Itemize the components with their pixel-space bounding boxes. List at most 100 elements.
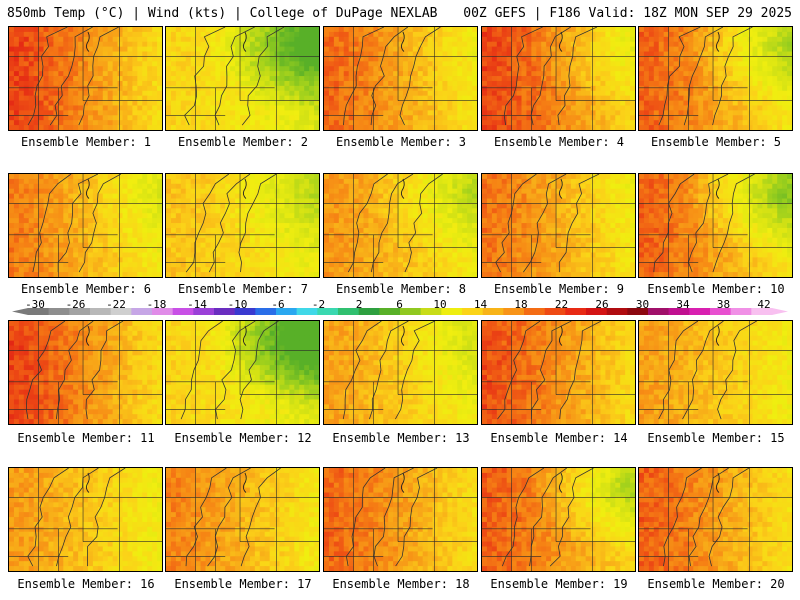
- isotherm-contour: [55, 321, 94, 420]
- isotherm-contour: [32, 174, 72, 273]
- ensemble-member-label: Ensemble Member: 4: [493, 135, 625, 149]
- colorbar-segment: [565, 308, 587, 315]
- isotherm-contour: [238, 174, 277, 273]
- isotherm-contour: [185, 468, 227, 567]
- colorbar-tick-label: 26: [595, 298, 609, 311]
- river-line: [400, 31, 405, 52]
- isotherm-contour: [369, 321, 409, 420]
- temperature-field-map: [482, 174, 635, 277]
- isotherm-contour: [240, 468, 281, 567]
- ensemble-map-panel: [165, 26, 320, 131]
- ensemble-map-panel: [481, 320, 636, 425]
- temperature-field-map: [482, 321, 635, 424]
- colorbar-segment: [317, 308, 339, 315]
- colorbar-segment: [524, 308, 545, 315]
- colorbar-segment: [544, 308, 566, 315]
- colorbar-tick-label: -30: [25, 298, 45, 311]
- isotherm-contour: [682, 321, 724, 420]
- river-line: [85, 178, 90, 199]
- colorbar-segment: [214, 308, 235, 315]
- ensemble-map-panel: [165, 173, 320, 278]
- temperature-field-map: [639, 174, 792, 277]
- colorbar-tick-label: 10: [433, 298, 447, 311]
- ensemble-member-label: Ensemble Member: 5: [650, 135, 782, 149]
- ensemble-member-label: Ensemble Member: 2: [177, 135, 309, 149]
- river-line: [242, 325, 247, 346]
- temperature-field-map: [9, 27, 162, 130]
- colorbar-segment: [420, 308, 442, 315]
- ensemble-map-panel: [481, 26, 636, 131]
- isotherm-contour: [717, 321, 757, 420]
- isotherm-contour: [653, 174, 695, 273]
- colorbar-segment: [338, 308, 359, 315]
- ensemble-map-panel: [8, 467, 163, 572]
- temperature-field-map: [324, 27, 477, 130]
- colorbar-segment: [48, 308, 70, 315]
- ensemble-member-label: Ensemble Member: 16: [17, 577, 155, 591]
- colorbar-segment: [276, 308, 297, 315]
- colorbar-tick-label: -2: [311, 298, 326, 311]
- river-line: [85, 472, 90, 493]
- colorbar-segment: [586, 308, 607, 315]
- colorbar-segment: [296, 308, 318, 315]
- colorbar-segment: [710, 308, 731, 315]
- isotherm-contour: [404, 174, 443, 273]
- colorbar-segment: [730, 308, 752, 315]
- colorbar-tick-label: 22: [554, 298, 569, 311]
- colorbar-segment: [193, 308, 215, 315]
- isotherm-contour: [663, 468, 702, 567]
- river-line: [400, 178, 405, 199]
- ensemble-member-label: Ensemble Member: 12: [174, 431, 312, 445]
- isotherm-contour: [78, 174, 122, 273]
- river-line: [558, 178, 563, 199]
- ensemble-member-label: Ensemble Member: 8: [335, 282, 467, 296]
- river-line: [85, 325, 90, 346]
- ensemble-map-panel: [323, 173, 478, 278]
- isotherm-contour: [57, 174, 99, 273]
- ensemble-member-label: Ensemble Member: 17: [174, 577, 312, 591]
- isotherm-contour: [503, 27, 543, 126]
- colorbar-segment: [400, 308, 421, 315]
- ensemble-member-label: Ensemble Member: 9: [493, 282, 625, 296]
- ensemble-member-label: Ensemble Member: 15: [647, 431, 785, 445]
- river-line: [85, 31, 90, 52]
- isotherm-contour: [373, 468, 414, 567]
- ensemble-map-panel: [481, 467, 636, 572]
- isotherm-contour: [49, 27, 93, 126]
- colorbar-tick-label: -18: [146, 298, 167, 311]
- colorbar-segment: [152, 308, 173, 315]
- temperature-field-map: [639, 468, 792, 571]
- model-run-info: 00Z GEFS | F186 Valid: 18Z MON SEP 29 20…: [463, 6, 792, 21]
- river-line: [558, 472, 563, 493]
- temperature-field-map: [9, 174, 162, 277]
- river-line: [400, 325, 405, 346]
- colorbar-min-arrow: [12, 308, 28, 315]
- isotherm-contour: [530, 27, 571, 126]
- ensemble-member-label: Ensemble Member: 7: [177, 282, 309, 296]
- isotherm-contour: [501, 468, 545, 567]
- ensemble-map-panel: [638, 173, 793, 278]
- temperature-field-map: [166, 468, 319, 571]
- colorbar-tick-label: -6: [271, 298, 285, 311]
- colorbar-tick-label: 38: [716, 298, 731, 311]
- colorbar-tick-label: -26: [65, 298, 86, 311]
- colorbar-segment: [110, 308, 132, 315]
- ensemble-map-panel: [638, 320, 793, 425]
- ensemble-member-label: Ensemble Member: 1: [20, 135, 152, 149]
- temperature-field-map: [324, 174, 477, 277]
- temperature-field-map: [166, 174, 319, 277]
- isotherm-contour: [395, 321, 436, 420]
- colorbar-tick-label: 30: [635, 298, 650, 311]
- isotherm-contour: [85, 321, 124, 420]
- colorbar-segment: [28, 308, 49, 315]
- river-line: [400, 472, 405, 493]
- ensemble-map-panel: [8, 173, 163, 278]
- river-line: [558, 31, 563, 52]
- isotherm-contour: [523, 174, 567, 273]
- isotherm-contour: [708, 468, 750, 567]
- isotherm-contour: [25, 321, 66, 420]
- isotherm-contour: [370, 174, 414, 273]
- colorbar-segment: [627, 308, 649, 315]
- isotherm-contour: [87, 468, 126, 567]
- colorbar-tick-label: -14: [187, 298, 207, 311]
